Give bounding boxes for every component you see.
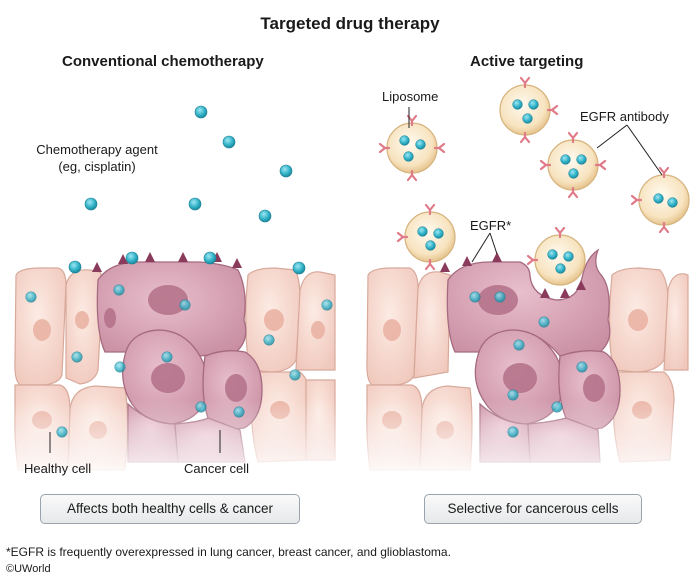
healthy-cell-label: Healthy cell: [24, 461, 92, 476]
liposomes: [378, 76, 690, 286]
footnote: *EGFR is frequently overexpressed in lun…: [6, 545, 451, 559]
liposome-label: Liposome: [382, 89, 439, 104]
egfr-antibody-label: EGFR antibody: [580, 109, 669, 124]
right-panel-heading: Active targeting: [470, 53, 584, 70]
left-tissue: [0, 252, 340, 480]
chemo-agent-label: Chemotherapy agent: [36, 142, 158, 157]
credit: ©UWorld: [6, 563, 51, 575]
cancer-cell-label: Cancer cell: [184, 461, 250, 476]
leader-lines: [49, 107, 663, 453]
egfr-label: EGFR*: [470, 218, 512, 233]
right-tissue: [360, 248, 700, 480]
left-panel-heading: Conventional chemotherapy: [62, 53, 264, 70]
diagram-title: Targeted drug therapy: [260, 14, 440, 33]
left-summary-box: Affects both healthy cells & cancer: [40, 494, 300, 524]
chemo-agent-example: (eg, cisplatin): [58, 159, 136, 174]
right-summary-box: Selective for cancerous cells: [424, 494, 642, 524]
